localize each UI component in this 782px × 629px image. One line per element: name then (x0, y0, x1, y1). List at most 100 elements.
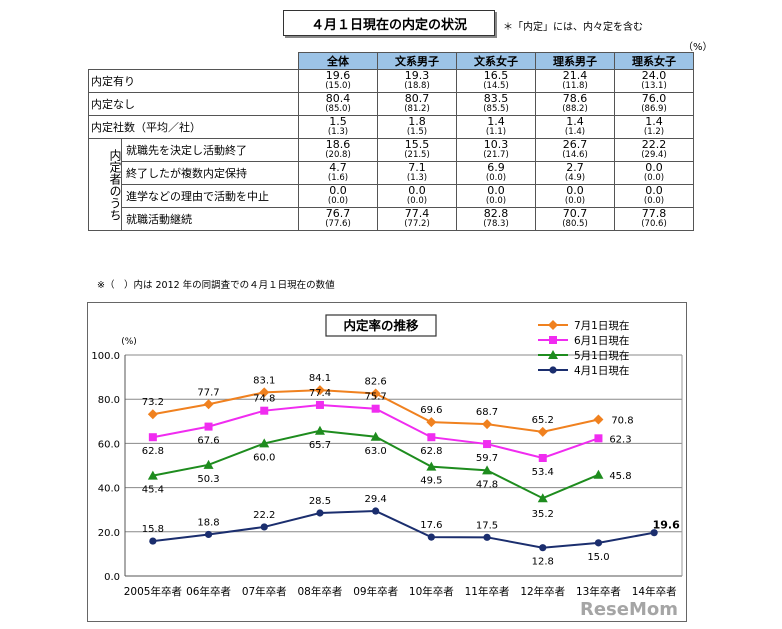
col-header: 全体 (298, 52, 378, 70)
data-point (371, 404, 380, 413)
data-point (426, 417, 437, 428)
data-point (314, 385, 325, 396)
data-point (538, 453, 547, 462)
cell-prev-value: (85.5) (483, 104, 509, 114)
legend-label: 6月1日現在 (574, 335, 629, 347)
table-row: 内定者のうち 就職先を決定し活動終了 18.6 (20.8) 15.5 (21.5) 10.… (88, 138, 694, 231)
data-point (372, 507, 380, 515)
data-label: 45.4 (142, 485, 164, 496)
table-cell: 0.0 (0.0) (298, 184, 378, 208)
data-label: 47.8 (476, 479, 498, 490)
cell-value: 1.5 (329, 115, 347, 128)
x-tick-label: 11年卒者 (465, 585, 510, 598)
table-row: 内定社数（平均／社） 1.5 (1.3) 1.8 (1.5) 1.4 (1.1) 1.4 (1.… (88, 115, 694, 139)
table-cell: 22.2 (29.4) (614, 138, 694, 162)
table-cell: 0.0 (0.0) (614, 184, 694, 208)
table-cell: 15.5 (21.5) (377, 138, 457, 162)
cell-prev-value: (0.0) (327, 196, 349, 206)
table-cell: 7.1 (1.3) (377, 161, 457, 185)
data-label: 29.4 (365, 494, 387, 505)
data-point (315, 400, 324, 409)
chart-title-box (325, 314, 437, 337)
data-point (593, 469, 604, 479)
data-label: 75.7 (365, 392, 387, 403)
cell-prev-value: (29.4) (641, 150, 667, 160)
data-point (203, 459, 214, 469)
data-point (482, 419, 493, 430)
data-label: 60.0 (253, 452, 275, 463)
table-note: ＊「内定」には、内々定を含む (503, 22, 643, 33)
group-label: 内定者のうち (108, 148, 122, 221)
offer-status-table: 全体 文系男子 文系女子 理系男子 理系女子 内定有り 19.6 (15.0) 19.… (88, 52, 694, 231)
data-label: 67.6 (197, 436, 219, 447)
table-cell: 10.3 (21.7) (456, 138, 536, 162)
cell-prev-value: (14.5) (483, 81, 509, 91)
data-label: 70.8 (611, 416, 633, 427)
data-label: 84.1 (309, 373, 331, 384)
table-row: 内定なし 80.4 (85.0) 80.7 (81.2) 83.5 (85.5) 78.6 (8… (88, 92, 694, 116)
y-tick-label: 40.0 (98, 484, 120, 495)
x-tick-label: 13年卒者 (576, 585, 621, 598)
cell-prev-value: (0.0) (643, 196, 665, 206)
table-cell: 80.7 (81.2) (377, 92, 457, 116)
data-point (537, 493, 548, 503)
data-label: 15.0 (587, 552, 609, 563)
cell-prev-value: (77.2) (404, 219, 430, 229)
data-point (316, 509, 324, 517)
data-label: 45.8 (609, 471, 631, 482)
data-label: 62.3 (609, 434, 631, 445)
cell-value: 15.5 (404, 138, 430, 151)
data-point (549, 336, 557, 344)
cell-value: 80.4 (325, 92, 351, 105)
row-label: 内定有り (88, 69, 299, 93)
cell-value: 0.0 (645, 184, 663, 197)
cell-prev-value: (1.2) (643, 127, 665, 137)
data-label: 68.7 (476, 407, 498, 418)
x-tick-label: 09年卒者 (353, 585, 398, 598)
data-point (537, 426, 548, 437)
cell-value: 22.2 (641, 138, 667, 151)
row-label: 就職先を決定し活動終了 (121, 138, 299, 162)
table-cell: 26.7 (14.6) (535, 138, 615, 162)
cell-value: 4.7 (329, 161, 347, 174)
table-cell: 1.4 (1.4) (535, 115, 615, 139)
cell-prev-value: (18.8) (404, 81, 430, 91)
table-cell: 24.0 (13.1) (614, 69, 694, 93)
col-header: 文系男子 (377, 52, 457, 70)
data-point (549, 366, 557, 374)
data-label: 17.5 (476, 520, 498, 531)
table-cell: 83.5 (85.5) (456, 92, 536, 116)
cell-prev-value: (86.9) (641, 104, 667, 114)
cell-value: 6.9 (487, 161, 505, 174)
data-point (482, 465, 493, 475)
data-point (483, 533, 491, 541)
table-cell: 19.3 (18.8) (377, 69, 457, 93)
data-label: 73.2 (142, 397, 164, 408)
legend-label: 7月1日現在 (574, 320, 629, 332)
x-tick-label: 10年卒者 (409, 585, 454, 598)
table-cell: 80.4 (85.0) (298, 92, 378, 116)
cell-value: 2.7 (566, 161, 584, 174)
row-label: 進学などの理由で活動を中止 (121, 184, 299, 208)
data-label: 77.7 (197, 387, 219, 398)
data-point (548, 320, 558, 330)
cell-prev-value: (88.2) (562, 104, 588, 114)
table-row: 進学などの理由で活動を中止 0.0 (0.0) 0.0 (0.0) 0.0 (0.0) 0.0… (89, 184, 694, 208)
cell-prev-value: (20.8) (325, 150, 351, 160)
cell-prev-value: (85.0) (325, 104, 351, 114)
x-tick-label: 14年卒者 (632, 585, 677, 598)
data-point (594, 434, 603, 443)
data-point (147, 409, 158, 420)
cell-value: 19.3 (404, 69, 430, 82)
table-corner (88, 52, 299, 70)
cell-prev-value: (21.5) (404, 150, 430, 160)
y-tick-label: 80.0 (98, 395, 120, 406)
data-label: 49.5 (420, 476, 442, 487)
cell-value: 0.0 (566, 184, 584, 197)
row-label: 内定なし (88, 92, 299, 116)
cell-value: 82.8 (483, 207, 509, 220)
col-header: 文系女子 (456, 52, 536, 70)
data-point (148, 433, 157, 442)
chart-title: 内定率の推移 (343, 318, 419, 333)
series-line (152, 510, 655, 549)
